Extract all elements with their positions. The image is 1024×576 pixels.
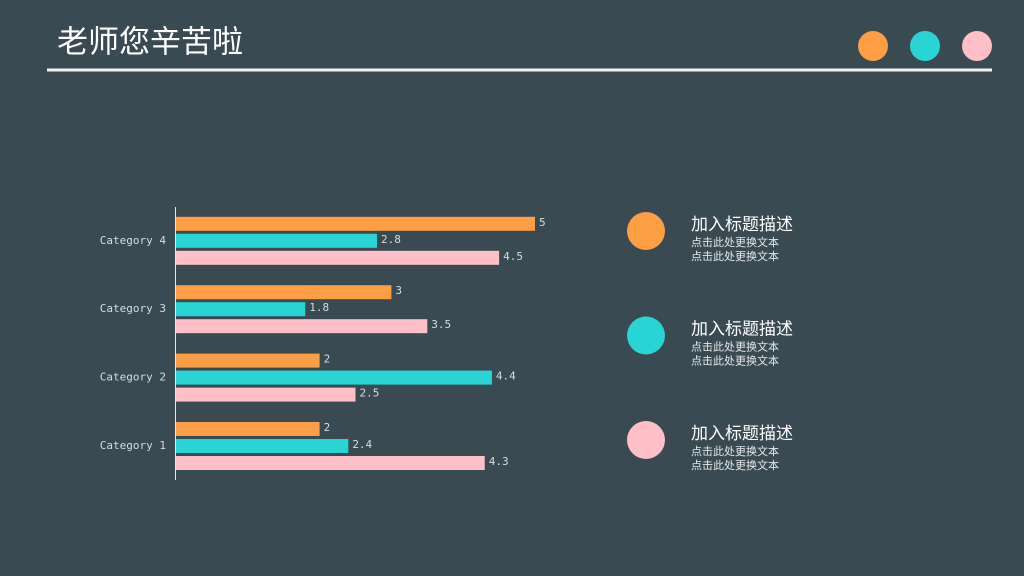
bar xyxy=(176,319,428,334)
bar xyxy=(176,370,492,385)
data-label: 1.8 xyxy=(309,301,329,314)
data-label: 2.5 xyxy=(360,387,380,400)
category-label: Category 1 xyxy=(100,439,166,452)
bar xyxy=(176,302,306,317)
item-text: 点击此处更换文本 xyxy=(691,235,779,249)
item-title: 加入标题描述 xyxy=(691,424,793,444)
item-icon xyxy=(627,212,665,250)
item-text: 点击此处更换文本 xyxy=(691,249,779,263)
data-label: 4.3 xyxy=(489,455,509,468)
data-label: 4.5 xyxy=(503,250,523,263)
data-label: 4.4 xyxy=(496,370,516,383)
item-icon xyxy=(627,316,665,355)
category-label: Category 3 xyxy=(100,302,166,315)
bar xyxy=(176,439,349,453)
header-dot xyxy=(962,31,992,61)
data-label: 2 xyxy=(324,353,331,366)
item-text: 点击此处更换文本 xyxy=(691,354,779,368)
category-label: Category 2 xyxy=(100,371,166,384)
item-text: 点击此处更换文本 xyxy=(691,458,779,472)
bar xyxy=(176,387,356,402)
item-title: 加入标题描述 xyxy=(691,320,793,340)
item-title: 加入标题描述 xyxy=(691,215,793,235)
data-label: 2.8 xyxy=(381,233,401,246)
category-label: Category 4 xyxy=(100,234,167,247)
data-label: 3.5 xyxy=(431,318,451,331)
data-label: 2.4 xyxy=(352,438,372,451)
item-text: 点击此处更换文本 xyxy=(691,340,779,354)
data-label: 5 xyxy=(539,216,546,229)
header-dot xyxy=(910,31,940,61)
bar xyxy=(176,233,378,248)
bar xyxy=(176,456,485,470)
data-label: 3 xyxy=(395,284,402,297)
bar xyxy=(176,422,320,436)
bar xyxy=(176,285,392,300)
bar xyxy=(176,250,500,265)
header-dot xyxy=(858,31,888,61)
bar xyxy=(176,216,535,231)
slide-title: 老师您辛苦啦 xyxy=(57,25,243,61)
item-icon xyxy=(627,421,665,459)
data-label: 2 xyxy=(324,421,331,434)
item-text: 点击此处更换文本 xyxy=(691,444,779,458)
bar xyxy=(176,353,320,368)
